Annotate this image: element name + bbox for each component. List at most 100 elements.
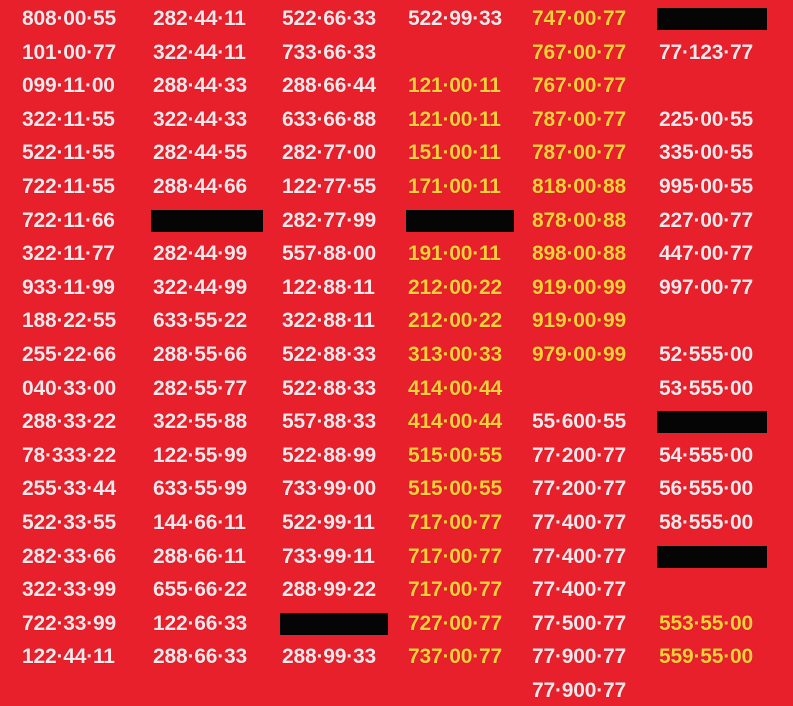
phone-number: 733·99·00 [282, 477, 376, 501]
phone-number: 225·00·55 [659, 107, 753, 131]
phone-number: 722·11·66 [22, 208, 115, 232]
phone-number: 737·00·77 [408, 645, 502, 669]
phone-number: 56·555·00 [659, 477, 753, 501]
phone-number: 122·88·11 [282, 275, 375, 299]
phone-number: 787·00·77 [532, 107, 626, 131]
phone-number: 53·555·00 [659, 376, 753, 400]
phone-number: 282·44·55 [153, 141, 247, 165]
phone-number: 288·55·66 [153, 343, 247, 366]
phone-number: 122·44·11 [22, 645, 115, 669]
phone-number: 522·66·33 [282, 7, 376, 30]
phone-number: 77·900·77 [532, 679, 626, 702]
phone-number: 747·00·77 [532, 7, 626, 30]
phone-number: 099·11·00 [22, 74, 115, 98]
phone-number: 727·00·77 [408, 611, 502, 635]
phone-number: 122·77·55 [282, 175, 376, 198]
phone-number: 313·00·33 [408, 343, 502, 366]
phone-number: 288·66·44 [282, 74, 376, 98]
redacted-number-bar [657, 8, 767, 30]
phone-number: 77·123·77 [659, 40, 753, 64]
phone-number: 322·11·55 [22, 107, 115, 131]
phone-number: 52·555·00 [659, 343, 753, 366]
phone-number: 77·200·77 [532, 443, 626, 467]
phone-number: 722·11·55 [22, 175, 115, 198]
phone-number: 522·99·11 [282, 511, 375, 534]
phone-number: 633·66·88 [282, 107, 376, 131]
phone-number: 818·00·88 [532, 175, 626, 198]
phone-number: 995·00·55 [659, 175, 753, 198]
phone-number: 122·66·33 [153, 611, 247, 635]
phone-number: 288·99·22 [282, 578, 376, 602]
phone-number: 322·88·11 [282, 309, 375, 333]
phone-number: 77·400·77 [532, 511, 626, 534]
phone-number: 447·00·77 [659, 242, 753, 266]
phone-number: 522·99·33 [408, 7, 502, 30]
phone-number: 282·44·99 [153, 242, 247, 266]
phone-number: 282·77·99 [282, 208, 376, 232]
phone-number: 54·555·00 [659, 443, 753, 467]
phone-number: 522·88·33 [282, 343, 376, 366]
phone-number: 919·00·99 [532, 309, 626, 333]
redacted-number-bar [280, 612, 388, 635]
phone-number: 282·55·77 [153, 376, 247, 400]
phone-number: 717·00·77 [408, 544, 502, 568]
phone-number: 191·00·11 [408, 242, 501, 266]
phone-number: 414·00·44 [408, 376, 502, 400]
phone-number: 288·99·33 [282, 645, 376, 669]
phone-number: 717·00·77 [408, 511, 502, 534]
phone-number: 322·55·88 [153, 410, 247, 434]
phone-number: 188·22·55 [22, 309, 116, 333]
phone-number: 58·555·00 [659, 511, 753, 534]
phone-number: 414·00·44 [408, 410, 502, 434]
phone-number: 288·44·33 [153, 74, 247, 98]
phone-number: 808·00·55 [22, 7, 116, 30]
phone-number: 767·00·77 [532, 40, 626, 64]
phone-number: 733·99·11 [282, 544, 375, 568]
phone-number: 144·66·11 [153, 511, 246, 534]
phone-number: 335·00·55 [659, 141, 753, 165]
phone-number: 655·66·22 [153, 578, 247, 602]
phone-number: 288·44·66 [153, 175, 247, 198]
phone-number: 522·33·55 [22, 511, 116, 534]
phone-number: 878·00·88 [532, 208, 626, 232]
redacted-number-bar [406, 209, 514, 232]
phone-number: 288·33·22 [22, 410, 116, 434]
phone-number: 322·44·33 [153, 107, 247, 131]
phone-number: 767·00·77 [532, 74, 626, 98]
phone-number: 322·44·99 [153, 275, 247, 299]
phone-number: 77·500·77 [532, 611, 626, 635]
redacted-number-bar [657, 545, 767, 568]
phone-number: 212·00·22 [408, 275, 502, 299]
phone-number: 77·900·77 [532, 645, 626, 669]
phone-number: 633·55·99 [153, 477, 247, 501]
phone-number: 557·88·00 [282, 242, 376, 266]
phone-number: 55·600·55 [532, 410, 626, 434]
phone-number: 288·66·33 [153, 645, 247, 669]
phone-number: 151·00·11 [408, 141, 501, 165]
phone-number: 171·00·11 [408, 175, 501, 198]
phone-number: 040·33·00 [22, 376, 116, 400]
phone-number: 121·00·11 [408, 74, 501, 98]
phone-number: 557·88·33 [282, 410, 376, 434]
phone-number: 122·55·99 [153, 443, 247, 467]
phone-number: 282·33·66 [22, 544, 116, 568]
phone-number: 633·55·22 [153, 309, 247, 333]
phone-number: 979·00·99 [532, 343, 626, 366]
redacted-number-bar [657, 411, 767, 434]
phone-number: 515·00·55 [408, 443, 502, 467]
phone-number: 322·11·77 [22, 242, 115, 266]
phone-number: 553·55·00 [659, 611, 753, 635]
phone-number: 212·00·22 [408, 309, 502, 333]
phone-number: 227·00·77 [659, 208, 753, 232]
phone-number: 522·88·33 [282, 376, 376, 400]
phone-number: 255·22·66 [22, 343, 116, 366]
phone-number: 255·33·44 [22, 477, 116, 501]
phone-number: 77·400·77 [532, 544, 626, 568]
phone-number: 997·00·77 [659, 275, 753, 299]
redacted-number-bar [151, 209, 263, 232]
phone-number: 919·00·99 [532, 275, 626, 299]
phone-number: 282·44·11 [153, 7, 246, 30]
phone-number: 121·00·11 [408, 107, 501, 131]
phone-number: 522·11·55 [22, 141, 115, 165]
